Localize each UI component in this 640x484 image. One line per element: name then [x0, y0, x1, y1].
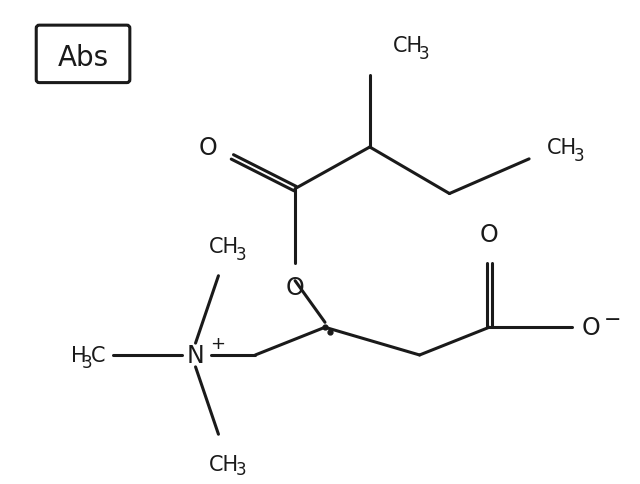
Text: 3: 3 [574, 147, 584, 165]
Text: 3: 3 [236, 460, 246, 478]
Text: −: − [604, 310, 621, 330]
Text: N: N [187, 343, 204, 367]
Text: CH: CH [209, 454, 239, 474]
Text: +: + [211, 334, 225, 352]
Text: CH: CH [209, 237, 239, 257]
Text: C: C [91, 345, 106, 365]
Text: 3: 3 [419, 45, 429, 63]
Text: O: O [480, 223, 499, 246]
Text: O: O [285, 275, 305, 299]
FancyBboxPatch shape [36, 26, 130, 83]
Text: CH: CH [393, 36, 423, 56]
Text: O: O [199, 136, 218, 160]
Text: H: H [71, 345, 86, 365]
Text: 3: 3 [82, 353, 93, 371]
Text: O: O [582, 316, 600, 340]
Text: 3: 3 [236, 245, 246, 263]
Text: Abs: Abs [58, 44, 109, 72]
Text: CH: CH [547, 138, 577, 158]
